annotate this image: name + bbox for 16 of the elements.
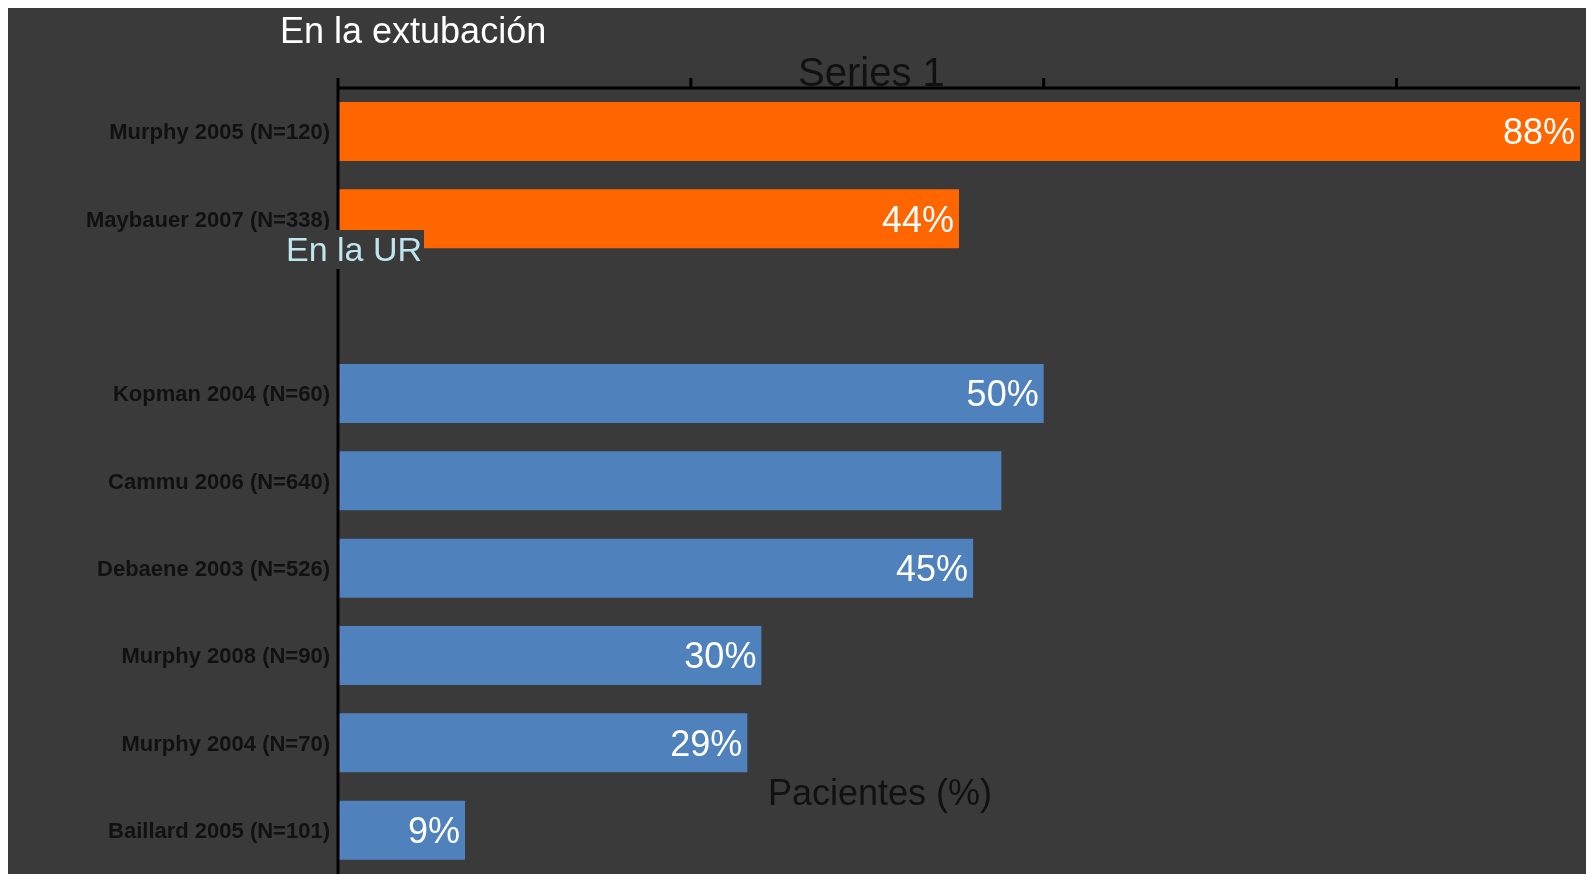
bar <box>338 713 748 773</box>
bar <box>338 625 762 685</box>
bar <box>338 363 1044 423</box>
bar <box>338 101 1580 161</box>
bar <box>338 538 974 598</box>
annotation: En la UR <box>284 230 425 269</box>
data-label: 29% <box>670 722 743 764</box>
data-label: 45% <box>896 547 969 589</box>
data-label: 50% <box>966 373 1039 415</box>
text: En la extubación <box>280 10 547 52</box>
bar <box>338 451 1002 511</box>
data-label: 9% <box>407 809 461 851</box>
data-label: 30% <box>684 635 757 677</box>
bar <box>338 800 466 860</box>
data-label: 44% <box>881 198 954 240</box>
data-label: 88% <box>1502 111 1575 153</box>
